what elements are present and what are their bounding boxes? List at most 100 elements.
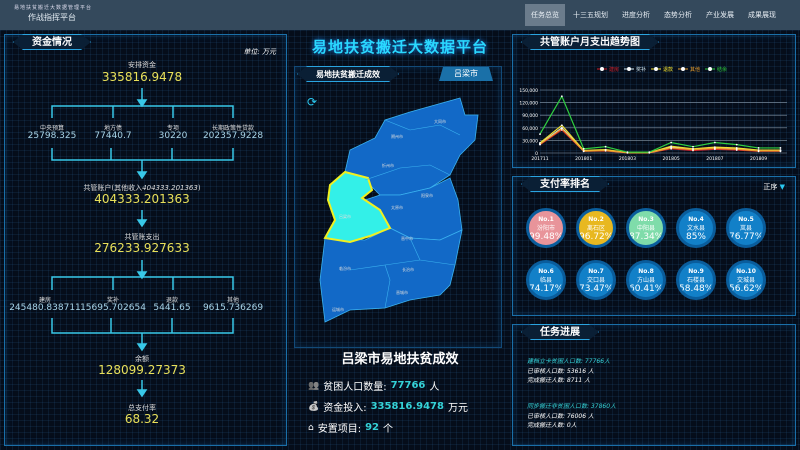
- map-city-label[interactable]: 阳泉市: [421, 193, 433, 198]
- source-label: 专项: [166, 125, 180, 132]
- data-point: [779, 150, 782, 152]
- data-point: [648, 151, 651, 154]
- main-title: 易地扶贫搬迁大数据平台: [311, 38, 488, 56]
- ranking-item[interactable]: No.5 岚县 76.77%: [726, 208, 766, 248]
- nav-tab[interactable]: 态势分析: [664, 11, 692, 19]
- stat-unit: 人: [429, 382, 440, 393]
- map-city-label[interactable]: 大同市: [434, 119, 446, 124]
- stat-row: 👥 贫困人口数量: 77766 人: [308, 378, 439, 393]
- ranking-item[interactable]: No.6 临县 74.17%: [526, 260, 566, 300]
- rank-name: 交口县: [586, 277, 605, 284]
- nav-tab[interactable]: 进度分析: [622, 11, 650, 19]
- arranged-value: 335816.9478: [101, 70, 183, 84]
- task-line: 完成搬迁人数: 0人: [527, 422, 577, 429]
- ranking-item[interactable]: No.10 交城县 56.62%: [726, 260, 766, 300]
- use-value: 245480.838711: [9, 303, 81, 313]
- stat-label: 资金投入:: [323, 403, 367, 414]
- ranking-item[interactable]: No.1 汾阳市 99.48%: [526, 208, 566, 248]
- rank-pct: 60.41%: [629, 284, 664, 294]
- y-tick-label: 60,000: [522, 126, 538, 132]
- rank-no: No.7: [588, 268, 604, 275]
- map-region-south: [319, 227, 463, 323]
- map-city-label[interactable]: 忻州市: [382, 163, 394, 168]
- spend-value: 276233.927633: [94, 241, 190, 255]
- sort-toggle[interactable]: 正序 ▼: [763, 182, 785, 192]
- map-city-label[interactable]: 太原市: [391, 205, 403, 210]
- rank-name: 石楼县: [686, 277, 705, 284]
- series-line-退款: [539, 124, 781, 154]
- data-point: [539, 133, 541, 135]
- rank-pct: 74.17%: [529, 284, 564, 294]
- use-label: 建房: [38, 297, 52, 304]
- top-nav: 任务总览 十三五规划 进度分析 态势分析 产业发展 成果展现: [525, 4, 782, 26]
- rank-pct: 85%: [685, 232, 706, 242]
- source-label: 中央预算: [39, 125, 65, 132]
- task-head: 建档立卡贫困人口数: 77766人: [527, 358, 611, 365]
- use-value: 5441.65: [153, 303, 191, 313]
- ranking-item[interactable]: No.4 文水县 85%: [676, 208, 716, 248]
- rank-pct: 96.72%: [579, 232, 614, 242]
- source-value: 30220: [158, 131, 188, 141]
- nav-tab[interactable]: 十三五规划: [573, 11, 608, 19]
- balance-label: 余额: [135, 355, 149, 363]
- y-tick-label: 90,000: [522, 113, 538, 119]
- stat-unit: 万元: [447, 403, 468, 414]
- data-point: [626, 151, 629, 154]
- nav-tab[interactable]: 任务总览: [525, 4, 565, 26]
- y-tick-label: 0: [535, 151, 538, 157]
- map-city-label[interactable]: 晋中市: [401, 236, 413, 241]
- legend-marker: [654, 67, 658, 71]
- data-point: [735, 148, 738, 151]
- ranking-item[interactable]: No.7 交口县 73.47%: [576, 260, 616, 300]
- summary-title: 吕梁市易地扶贫成效: [341, 352, 459, 367]
- map-city-label[interactable]: 晋城市: [396, 290, 408, 295]
- map-city-label[interactable]: 运城市: [332, 307, 344, 312]
- stat-value: 77766: [390, 380, 426, 391]
- nav-tab[interactable]: 成果展现: [748, 11, 776, 19]
- legend-marker: [681, 67, 685, 71]
- ranking-item[interactable]: No.9 石楼县 58.48%: [676, 260, 716, 300]
- rank-no: No.5: [738, 216, 754, 223]
- data-point: [713, 147, 716, 150]
- task-line: 完成搬迁人数: 8711 人: [527, 377, 591, 384]
- map-city-label[interactable]: 临汾市: [339, 266, 351, 271]
- refresh-icon[interactable]: ⟳: [307, 95, 318, 109]
- legend-label: 奖补: [636, 66, 646, 73]
- data-point: [670, 141, 673, 144]
- map-city-label[interactable]: 朔州市: [391, 134, 403, 139]
- map-city-label[interactable]: 吕梁市: [339, 214, 351, 219]
- shanxi-map: [319, 97, 479, 323]
- rank-name: 汾阳市: [536, 225, 555, 232]
- stat-unit: 个: [383, 424, 394, 435]
- task-panel: 任务进展: [512, 324, 796, 446]
- rank-pct: 87.34%: [629, 232, 664, 242]
- series-line-结余: [539, 94, 781, 153]
- ranking-item[interactable]: No.3 中阳县 87.34%: [626, 208, 666, 248]
- map-city-label[interactable]: 长治市: [402, 267, 414, 272]
- use-value: 15695.702654: [80, 303, 146, 313]
- stat-row: 💰 资金投入: 335816.9478 万元: [308, 399, 468, 414]
- rank-no: No.1: [538, 216, 554, 223]
- legend-marker: [708, 67, 712, 71]
- ranking-item[interactable]: No.2 离石区 96.72%: [576, 208, 616, 248]
- platform-subtitle: 易地扶贫搬迁大数据管理平台: [14, 5, 93, 11]
- rank-name: 离石区: [586, 225, 605, 232]
- data-point: [713, 146, 716, 149]
- spend-label: 共管账支出: [124, 233, 160, 241]
- stat-label: 贫困人口数量:: [323, 382, 387, 393]
- shared-account-label: 共管账户(其他收入404333.201363): [83, 184, 201, 192]
- rank-no: No.2: [588, 216, 604, 223]
- data-point: [604, 145, 607, 148]
- city-tab[interactable]: 吕梁市: [439, 67, 493, 81]
- legend-label: 结余: [717, 66, 727, 73]
- legend-label: 建房: [609, 66, 619, 73]
- ranking-item[interactable]: No.8 方山县 60.41%: [626, 260, 666, 300]
- stat-value: 92: [365, 422, 380, 433]
- rank-no: No.8: [638, 268, 654, 275]
- legend-label: 其他: [690, 66, 700, 73]
- rank-pct: 56.62%: [729, 284, 764, 294]
- nav-tab[interactable]: 产业发展: [706, 11, 734, 19]
- rank-no: No.6: [538, 268, 554, 275]
- data-point: [757, 147, 760, 149]
- rank-name: 文水县: [686, 225, 705, 232]
